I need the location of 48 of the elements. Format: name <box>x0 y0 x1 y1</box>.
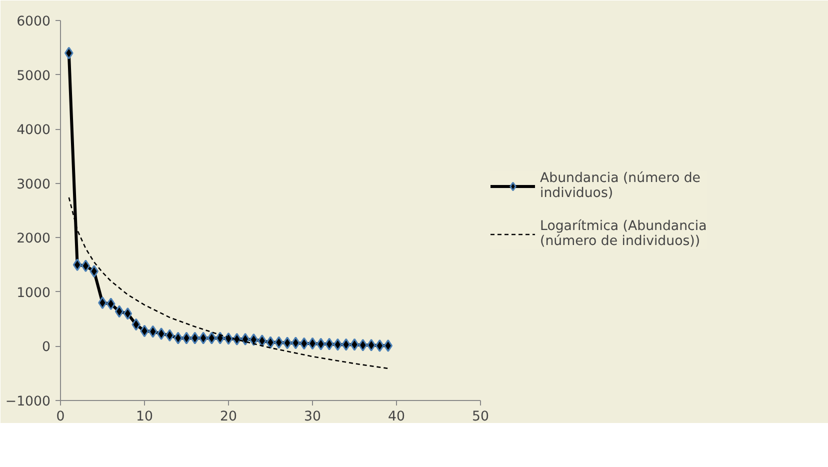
point <box>90 265 99 278</box>
point <box>198 332 208 344</box>
y-tick-label: 5000 <box>16 68 51 84</box>
point <box>207 332 216 344</box>
y-tick-label: 2000 <box>16 232 51 247</box>
point <box>300 337 309 350</box>
point <box>132 318 141 331</box>
point <box>358 338 368 352</box>
point <box>324 338 334 350</box>
point <box>258 334 267 348</box>
point <box>106 298 116 310</box>
point <box>274 336 284 349</box>
y-tick-label: −1000 <box>5 394 51 410</box>
x-tick-label: 20 <box>220 410 237 424</box>
point <box>165 329 174 342</box>
y-tick-label: 4000 <box>16 123 51 138</box>
x-tick-label: 10 <box>136 410 153 424</box>
point <box>366 338 376 352</box>
legend-label: Logarítmica (Abundancia (número de individuos)) <box>540 219 707 249</box>
point <box>384 339 393 352</box>
y-tick-label: 6000 <box>16 14 51 30</box>
point <box>291 336 300 350</box>
point <box>174 332 183 344</box>
point <box>156 327 166 340</box>
y-tick-label: 0 <box>42 340 51 356</box>
y-tick-label: 3000 <box>16 177 51 192</box>
point <box>316 338 326 350</box>
point <box>123 307 132 320</box>
point <box>148 325 158 338</box>
point <box>333 338 342 351</box>
point <box>114 305 124 318</box>
x-tick-label: 40 <box>388 410 405 424</box>
y-tick-label: 1000 <box>16 286 51 301</box>
point <box>240 332 250 346</box>
point <box>216 332 225 344</box>
point <box>81 260 90 272</box>
x-tick-label: 0 <box>56 410 65 424</box>
point <box>342 338 351 351</box>
point <box>64 46 74 60</box>
point <box>282 336 292 350</box>
legend-label: Abundancia (número de individuos) <box>540 171 700 201</box>
x-tick-label: 50 <box>472 410 489 424</box>
x-tick-label: 30 <box>304 410 321 424</box>
point <box>232 332 242 346</box>
point <box>375 339 384 352</box>
point <box>249 333 258 346</box>
point <box>72 258 82 272</box>
point <box>190 332 200 344</box>
